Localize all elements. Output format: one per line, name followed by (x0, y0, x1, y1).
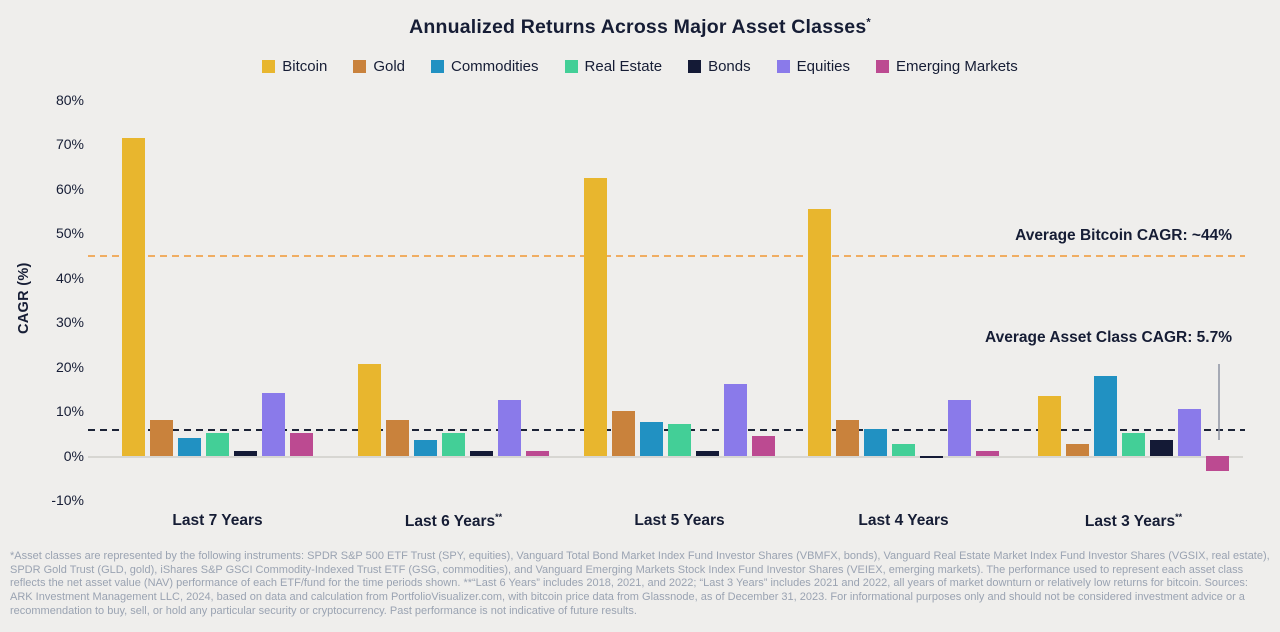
bar-real-estate (892, 444, 915, 456)
bar-bonds (696, 451, 719, 456)
bar-emerging-markets (752, 435, 775, 456)
asset-class-average-annotation: Average Asset Class CAGR: 5.7% (985, 329, 1232, 346)
x-axis-label-text: Last 7 Years (172, 512, 263, 529)
legend: Bitcoin Gold Commodities Real Estate Bonds Eq… (0, 58, 1280, 75)
bar-bonds (1150, 440, 1173, 456)
bar-group-last-3-years (1038, 100, 1229, 500)
legend-swatch-icon (431, 60, 444, 73)
x-axis-label-text: Last 4 Years (858, 512, 949, 529)
legend-item-real-estate: Real Estate (564, 58, 663, 75)
legend-label: Commodities (451, 58, 539, 75)
x-axis-label: Last 5 Years (580, 512, 780, 530)
legend-label: Bonds (708, 58, 751, 75)
bar-emerging-markets (1206, 455, 1229, 472)
bar-bitcoin (1038, 395, 1061, 456)
chart-title-asterisk: * (866, 16, 871, 29)
y-tick-label: 60% (55, 180, 84, 197)
y-tick-label: 80% (55, 92, 84, 108)
bar-emerging-markets (976, 451, 999, 456)
legend-swatch-icon (262, 60, 276, 73)
asset-class-average-dashed-line (88, 429, 1245, 432)
bar-equities (724, 384, 747, 456)
bar-group-last-5-years (584, 100, 775, 500)
x-axis-label: Last 6 Years** (354, 512, 554, 531)
legend-swatch-icon (876, 60, 889, 73)
bar-emerging-markets (526, 451, 549, 456)
bar-commodities (1094, 375, 1117, 456)
x-axis-label: Last 7 Years (118, 512, 318, 530)
bar-bitcoin (122, 137, 145, 456)
bar-real-estate (1122, 433, 1145, 456)
y-tick-label: 10% (55, 403, 84, 420)
bar-group-last-7-years (122, 100, 313, 500)
legend-label: Emerging Markets (896, 58, 1018, 75)
legend-item-commodities: Commodities (431, 58, 539, 75)
bar-equities (262, 393, 285, 456)
bar-bonds (920, 455, 943, 458)
bar-bitcoin (808, 208, 831, 456)
bar-commodities (864, 428, 887, 456)
x-axis-label-asterisks: ** (1175, 512, 1183, 522)
legend-item-bitcoin: Bitcoin (262, 58, 327, 75)
y-tick-label: 0% (63, 447, 84, 464)
bar-bonds (234, 451, 257, 456)
x-axis-labels: Last 7 Years Last 6 Years** Last 5 Years La… (90, 512, 1245, 536)
x-axis-label-asterisks: ** (495, 512, 503, 522)
y-tick-label: 50% (55, 225, 84, 242)
y-axis-tick-labels: 80% 70% 60% 50% 40% 30% 20% 10% 0% -10% (0, 92, 84, 508)
bar-gold (1066, 444, 1089, 456)
legend-item-emerging-markets: Emerging Markets (876, 58, 1018, 75)
chart-title-text: Annualized Returns Across Major Asset Cl… (409, 16, 867, 38)
bar-equities (948, 400, 971, 456)
bar-commodities (414, 440, 437, 456)
legend-item-equities: Equities (776, 58, 850, 75)
bar-gold (836, 420, 859, 456)
bar-group-last-4-years (808, 100, 999, 500)
x-axis-label-text: Last 3 Years (1084, 513, 1176, 531)
legend-label: Gold (373, 58, 405, 75)
y-tick-label: 30% (55, 314, 84, 331)
legend-item-bonds: Bonds (688, 58, 751, 75)
bar-real-estate (668, 424, 691, 456)
bar-commodities (640, 422, 663, 456)
x-axis-label-text: Last 6 Years (404, 513, 496, 531)
bar-gold (386, 420, 409, 456)
x-axis-label: Last 3 Years** (1034, 512, 1234, 531)
bar-gold (612, 411, 635, 456)
bar-emerging-markets (290, 433, 313, 456)
x-axis-label: Last 4 Years (804, 512, 1004, 530)
x-axis-baseline (88, 455, 1243, 458)
bar-gold (150, 420, 173, 456)
legend-label: Equities (796, 58, 850, 75)
footnote: *Asset classes are represented by the fo… (10, 550, 1270, 617)
legend-swatch-icon (776, 60, 790, 73)
bar-real-estate (442, 433, 465, 456)
bar-bitcoin (584, 177, 607, 456)
bar-group-last-6-years (358, 100, 549, 500)
y-tick-label: 20% (55, 358, 84, 375)
legend-label: Bitcoin (282, 58, 328, 75)
y-tick-label: 70% (55, 136, 84, 153)
plot-area (88, 100, 1245, 500)
bitcoin-average-annotation: Average Bitcoin CAGR: ~44% (1015, 227, 1232, 244)
x-axis-label-text: Last 5 Years (634, 512, 725, 529)
chart-title: Annualized Returns Across Major Asset Cl… (0, 16, 1280, 39)
bar-bonds (470, 451, 493, 456)
bar-equities (1178, 408, 1201, 456)
bar-commodities (178, 437, 201, 456)
bar-bitcoin (358, 364, 381, 456)
legend-item-gold: Gold (353, 58, 405, 75)
y-tick-label: 40% (55, 269, 84, 286)
legend-swatch-icon (688, 60, 702, 73)
legend-label: Real Estate (584, 58, 663, 75)
bitcoin-average-dashed-line (88, 254, 1245, 257)
bar-equities (498, 400, 521, 456)
legend-swatch-icon (353, 60, 367, 73)
legend-swatch-icon (564, 60, 578, 73)
range-marker-line (1218, 364, 1220, 440)
y-tick-label: -10% (51, 492, 84, 508)
bar-real-estate (206, 433, 229, 456)
